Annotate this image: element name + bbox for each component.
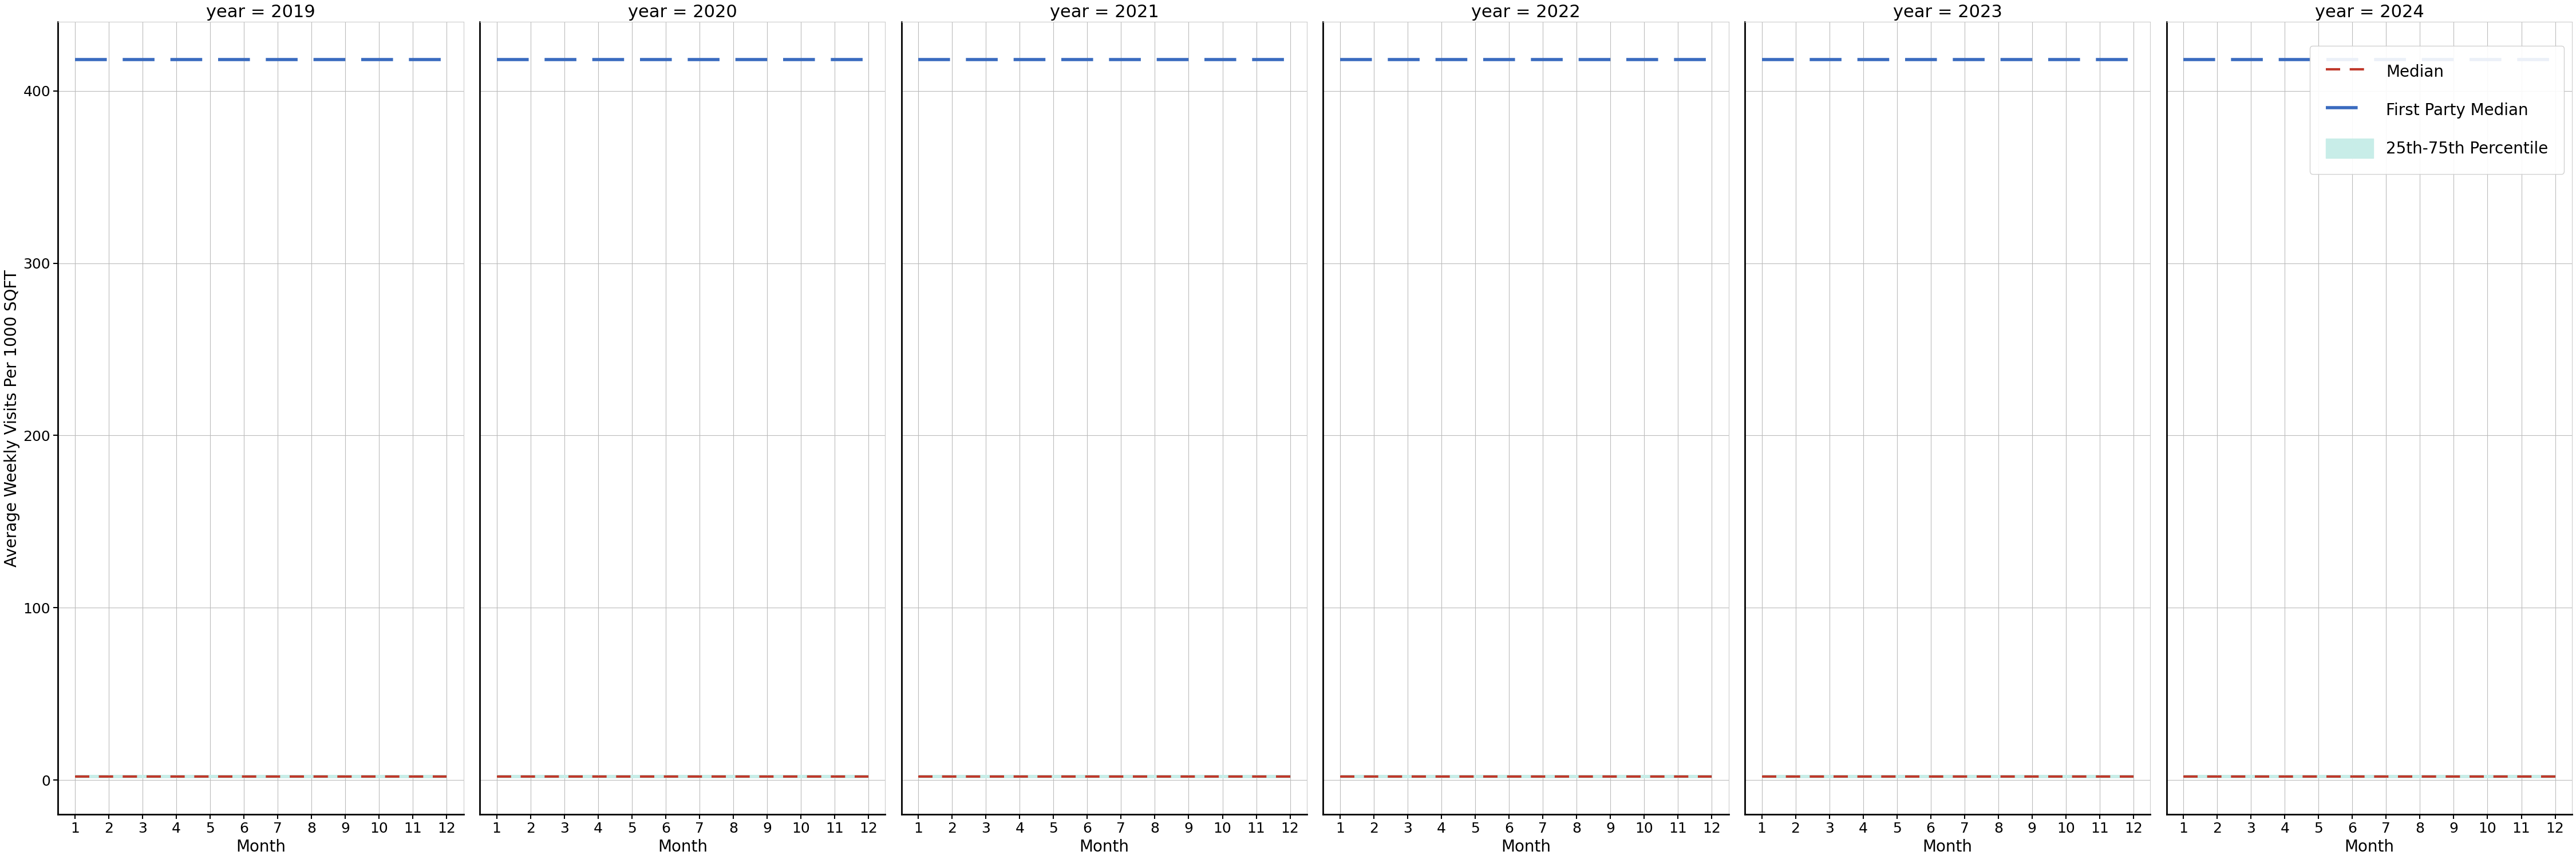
Title: year = 2019: year = 2019	[206, 4, 314, 21]
Title: year = 2024: year = 2024	[2316, 4, 2424, 21]
X-axis label: Month: Month	[1502, 839, 1551, 855]
Y-axis label: Average Weekly Visits Per 1000 SQFT: Average Weekly Visits Per 1000 SQFT	[5, 270, 21, 567]
Title: year = 2023: year = 2023	[1893, 4, 2002, 21]
Legend: Median, First Party Median, 25th-75th Percentile: Median, First Party Median, 25th-75th Pe…	[2311, 46, 2563, 174]
X-axis label: Month: Month	[657, 839, 708, 855]
X-axis label: Month: Month	[2344, 839, 2393, 855]
Title: year = 2022: year = 2022	[1471, 4, 1582, 21]
X-axis label: Month: Month	[1922, 839, 1973, 855]
Title: year = 2020: year = 2020	[629, 4, 737, 21]
Title: year = 2021: year = 2021	[1048, 4, 1159, 21]
X-axis label: Month: Month	[237, 839, 286, 855]
X-axis label: Month: Month	[1079, 839, 1128, 855]
